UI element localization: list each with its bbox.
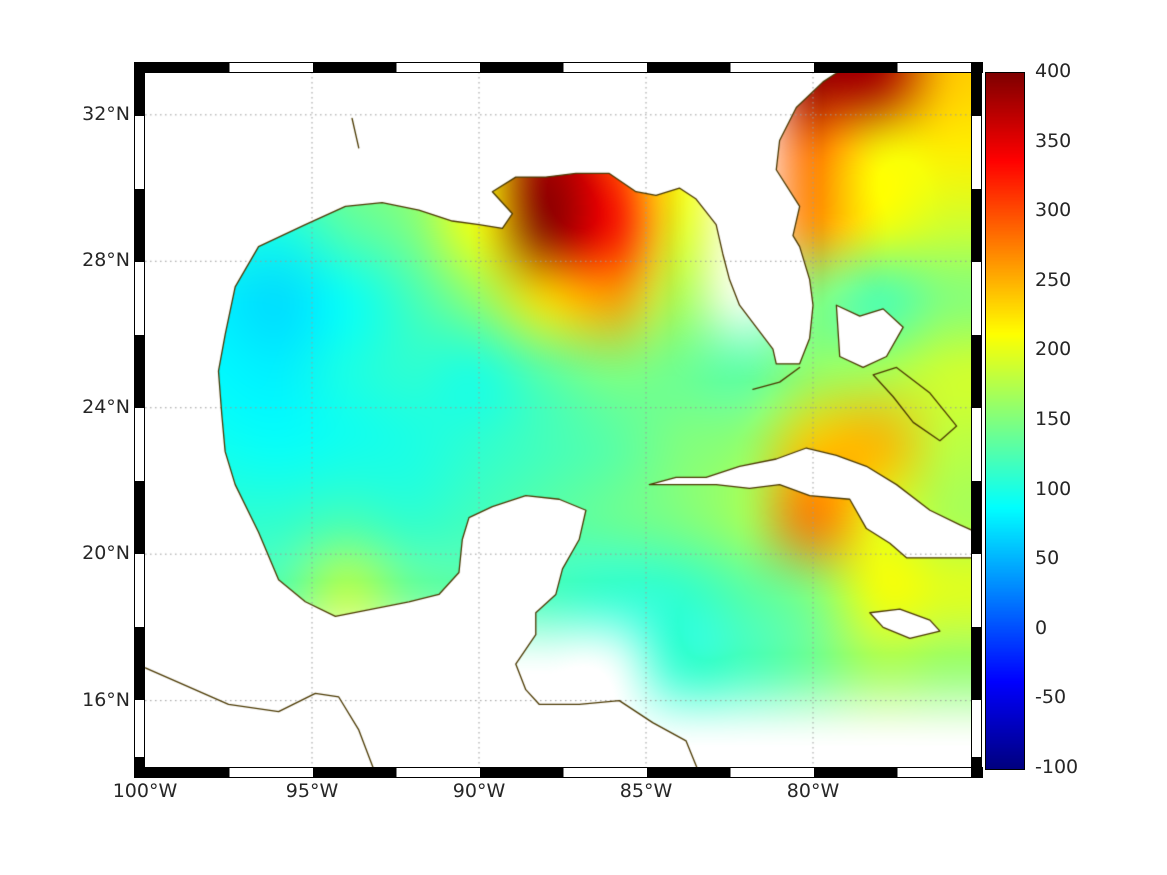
lat-tick-label: 28°N [82,249,130,272]
map-frame-bottom [134,767,983,778]
lat-tick-label: 24°N [82,395,130,418]
colorbar-tick-label: 400 [1035,60,1072,82]
colorbar-tick-label: 350 [1035,129,1072,152]
lat-tick-label: 32°N [82,102,130,125]
colorbar-tick-label: 50 [1035,547,1060,570]
colorbar [985,72,1025,770]
colorbar-tick-label: 0 [1035,616,1048,639]
map-frame-left [134,62,145,778]
colorbar-tick-label: 300 [1035,199,1072,222]
colorbar-tick-label: 200 [1035,338,1072,361]
lon-tick-label: 85°W [619,780,673,802]
lon-tick-label: 90°W [452,780,506,802]
colorbar-tick-label: 250 [1035,268,1072,291]
colorbar-tick-label: 100 [1035,477,1072,500]
lat-tick-label: 16°N [82,688,130,711]
colorbar-tick-label: -50 [1035,686,1067,709]
colorbar-tick-label: -100 [1035,756,1079,778]
colorbar-tick-label: 150 [1035,408,1072,430]
map-frame-top [134,62,983,73]
lon-tick-label: 95°W [285,780,339,802]
map-frame-right [971,62,982,778]
lon-tick-label: 80°W [786,780,840,802]
lat-tick-label: 20°N [82,542,130,565]
lon-tick-label: 100°W [112,780,178,802]
